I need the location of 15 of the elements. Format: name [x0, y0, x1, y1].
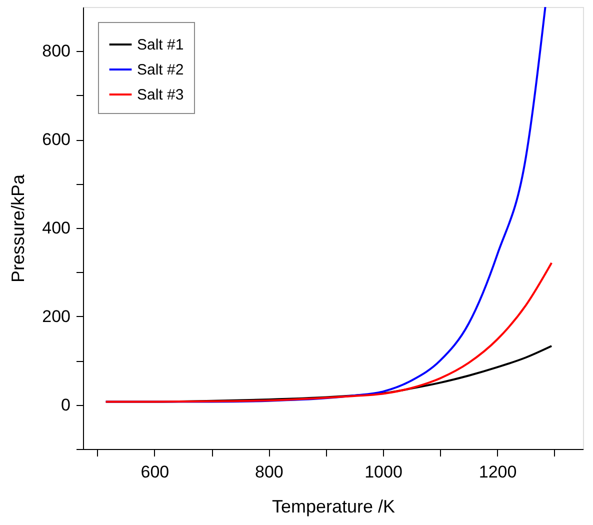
x-tick-label: 600 — [140, 462, 170, 482]
y-tick-label: 800 — [42, 42, 70, 61]
y-tick-label: 0 — [61, 395, 70, 414]
y-tick-label: 200 — [42, 306, 70, 326]
x-tick-label: 800 — [255, 462, 284, 482]
y-axis-title: Pressure/kPa — [8, 173, 28, 283]
y-tick-label: 600 — [42, 130, 70, 150]
legend-label: Salt #1 — [137, 36, 184, 54]
line-series — [104, 262, 553, 403]
y-tick-label: 400 — [42, 218, 70, 238]
legend-label: Salt #3 — [137, 86, 184, 104]
x-tick-label: 1000 — [364, 462, 402, 482]
x-tick-label: 1200 — [478, 462, 517, 482]
legend-label: Salt #2 — [137, 62, 184, 78]
x-axis-title: Temperature /K — [272, 496, 396, 516]
